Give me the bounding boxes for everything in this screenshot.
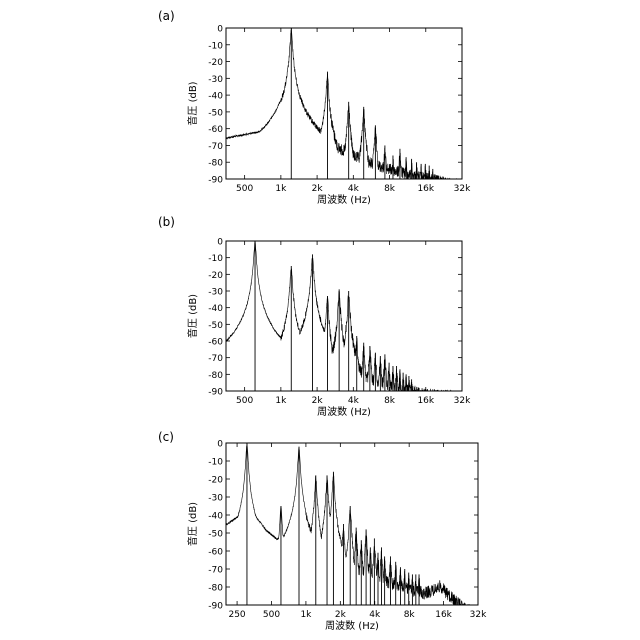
spectrum-trace [226,28,462,179]
y-axis-label: 音圧 (dB) [186,294,199,338]
y-tick-label: -10 [208,458,223,468]
x-tick-label: 32k [454,184,471,194]
x-tick-label: 32k [470,610,487,620]
x-tick-label: 8k [404,610,416,620]
y-tick-label: -70 [208,354,223,364]
x-tick-label: 250 [228,610,245,620]
y-tick-label: -10 [208,254,223,264]
y-tick-label: -70 [208,566,223,576]
panel-label: (b) [158,215,175,229]
x-tick-label: 1k [275,184,287,194]
x-tick-label: 2k [312,184,324,194]
y-tick-label: -50 [208,108,223,118]
y-tick-label: -20 [208,58,223,68]
y-tick-label: -30 [208,494,223,504]
x-tick-label: 2k [335,610,347,620]
x-axis-label: 周波数 (Hz) [317,193,371,206]
x-axis-label: 周波数 (Hz) [317,405,371,418]
x-tick-label: 4k [348,396,360,406]
y-tick-label: -90 [208,388,223,398]
plot-frame [226,28,462,179]
y-tick-label: 0 [217,25,223,35]
plot-frame [226,241,462,391]
spectrum-panel-a: (a) 0 -10 -20 -30 -40 -50 -60 -70 -80 -90 500 1k 2k 4k… [158,9,471,206]
y-tick-label: -20 [208,476,223,486]
x-tick-label: 500 [263,610,280,620]
y-tick-label: -30 [208,75,223,85]
panel-label: (c) [158,430,174,444]
spectrum-panel-c: (c) 0 -10 -20 -30 -40 -50 -60 -70 -80 -90 250 500 1k 2… [158,430,487,632]
x-axis-label: 周波数 (Hz) [325,619,379,632]
spectrum-panel-b: (b) 0 -10 -20 -30 -40 -50 -60 -70 -80 -90 500 1k 2k 4k… [158,215,471,418]
y-tick-label: -50 [208,530,223,540]
x-tick-label: 8k [384,184,396,194]
y-tick-label: -60 [208,338,223,348]
y-tick-label: -30 [208,288,223,298]
panel-label: (a) [158,9,175,23]
x-tick-label: 4k [348,184,360,194]
y-tick-label: -40 [208,304,223,314]
y-tick-label: -80 [208,371,223,381]
x-tick-label: 16k [417,184,434,194]
y-tick-label: -50 [208,321,223,331]
y-tick-label: -40 [208,512,223,522]
plot-frame [226,443,478,605]
y-tick-label: -40 [208,92,223,102]
y-tick-label: -80 [208,584,223,594]
x-tick-label: 500 [236,396,253,406]
y-axis-label: 音圧 (dB) [186,502,199,546]
y-tick-label: -60 [208,548,223,558]
x-tick-label: 500 [236,184,253,194]
x-tick-label: 16k [417,396,434,406]
y-tick-label: -70 [208,142,223,152]
y-tick-label: -80 [208,159,223,169]
x-tick-label: 2k [312,396,324,406]
y-axis-label: 音圧 (dB) [186,81,199,125]
x-tick-label: 32k [454,396,471,406]
x-tick-label: 4k [369,610,381,620]
x-tick-label: 1k [300,610,312,620]
y-tick-label: -10 [208,41,223,51]
y-tick-label: 0 [217,440,223,450]
spectrum-trace [226,241,462,391]
x-tick-label: 16k [435,610,452,620]
y-tick-label: -90 [208,176,223,186]
x-tick-label: 1k [275,396,287,406]
y-tick-label: -20 [208,271,223,281]
y-tick-label: -90 [208,602,223,612]
y-tick-label: 0 [217,238,223,248]
x-tick-label: 8k [384,396,396,406]
spectrum-trace [226,444,478,605]
y-tick-label: -60 [208,125,223,135]
